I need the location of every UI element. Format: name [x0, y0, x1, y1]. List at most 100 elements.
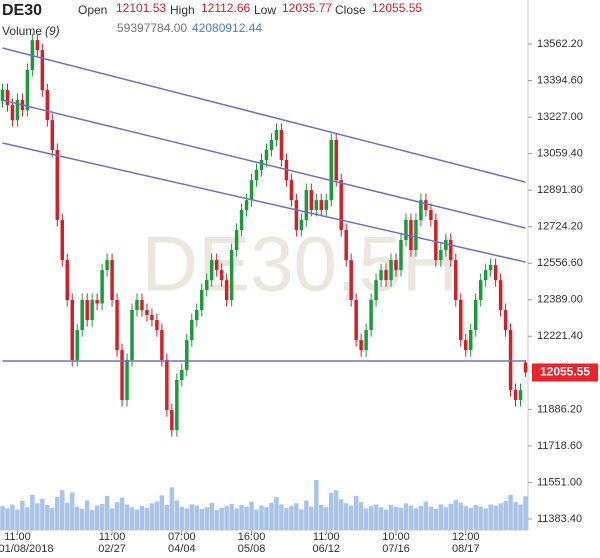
y-tick-label: 12724.20	[537, 221, 583, 233]
volume-bar	[234, 508, 239, 530]
candle-body	[419, 200, 423, 220]
symbol: DE30	[2, 2, 42, 19]
candle-body	[279, 129, 284, 161]
candle-body	[329, 139, 333, 201]
volume-bar	[418, 506, 424, 530]
y-tick-label: 11551.00	[537, 476, 582, 488]
x-tick-date: 06/12	[312, 543, 340, 555]
trendline	[2, 47, 526, 183]
candle-body	[45, 90, 50, 121]
volume-bar	[458, 502, 463, 530]
volume-bar	[333, 490, 339, 530]
volume-bar	[219, 507, 224, 530]
volume-bar	[483, 508, 488, 530]
volume-bar	[269, 502, 274, 530]
volume-bar	[508, 494, 513, 530]
candle-body	[349, 260, 353, 300]
volume-bar	[229, 503, 234, 530]
candle-body	[434, 219, 438, 261]
volume-bar	[408, 505, 414, 530]
candle-body	[409, 219, 413, 251]
volume-bar	[428, 506, 434, 530]
candle-body	[503, 310, 508, 331]
volume-bar	[129, 507, 135, 530]
volume-bar	[164, 505, 170, 530]
candle-body	[334, 139, 338, 181]
candle-body	[294, 200, 299, 231]
candle-body	[399, 240, 403, 271]
volume-bar	[25, 507, 30, 530]
x-tick-date: 04/04	[168, 543, 196, 555]
y-tick-label: 12389.00	[537, 294, 583, 306]
candle-body	[319, 200, 324, 210]
x-tick-time: 11:00	[99, 531, 126, 543]
volume-bar	[423, 501, 429, 530]
volume-bar	[343, 503, 349, 530]
volume-bar	[154, 501, 160, 530]
x-tick-time: 11:00	[313, 531, 340, 543]
candle-body	[180, 369, 184, 381]
candle-body	[274, 129, 279, 140]
volume-bar	[378, 507, 384, 530]
volume-bar	[55, 497, 60, 530]
volume-bar	[244, 506, 249, 530]
x-tick-time: 11:00	[4, 531, 31, 543]
volume-bar	[284, 507, 289, 530]
candle-body	[214, 260, 219, 271]
y-tick-label: 12556.60	[537, 257, 583, 269]
volume-bar	[393, 506, 399, 530]
candle-body	[115, 299, 119, 351]
candle-body	[40, 50, 45, 91]
price-tag	[532, 363, 598, 382]
volume-bar	[518, 504, 523, 530]
volume-bar	[79, 508, 85, 530]
candle-body	[175, 380, 179, 431]
volume-bar	[204, 507, 209, 530]
candle-body	[518, 390, 523, 401]
candle-body	[229, 250, 234, 300]
candle-body	[65, 260, 69, 300]
y-tick-label: 13562.20	[537, 38, 583, 50]
volume-bar	[99, 503, 105, 530]
candle-body	[394, 260, 398, 271]
volume-bar	[254, 509, 259, 530]
volume-bar	[159, 495, 165, 530]
candle-body	[15, 100, 20, 121]
volume-bar	[338, 499, 344, 530]
volume-bar	[15, 509, 20, 530]
volume-bar	[139, 506, 145, 530]
volume-bar	[304, 500, 309, 530]
candle-body	[513, 390, 518, 401]
candle-body	[444, 240, 448, 251]
candle-body	[85, 299, 89, 321]
candle-body	[60, 219, 65, 261]
candle-body	[339, 180, 343, 231]
volume-bar	[35, 503, 40, 530]
volume-bar	[438, 504, 444, 530]
candle-body	[449, 240, 453, 261]
candle-body	[424, 200, 428, 210]
candle-body	[483, 270, 488, 281]
candle-body	[204, 280, 209, 290]
volume-bar	[403, 503, 409, 530]
candle-body	[493, 265, 498, 281]
candle-body	[379, 270, 383, 281]
volume-title: Volume	[2, 24, 42, 38]
candle-body	[70, 299, 74, 360]
volume-bar	[433, 508, 439, 530]
volume-bar	[324, 507, 329, 530]
volume-ma-value: 42080912.44	[192, 21, 262, 35]
volume-bar	[144, 507, 150, 530]
volume-bar	[45, 505, 50, 530]
volume-bar	[448, 503, 454, 530]
open-label: Open	[78, 3, 107, 17]
volume-bar	[373, 504, 379, 530]
volume-bar	[453, 499, 459, 530]
price-tag-label: 12055.55	[540, 365, 590, 379]
x-tick-time: 16:00	[238, 531, 266, 543]
candle-body	[299, 219, 304, 231]
volume-bar	[50, 507, 55, 530]
candle-body	[259, 160, 264, 171]
candle-body	[439, 250, 443, 261]
candle-body	[105, 260, 109, 271]
